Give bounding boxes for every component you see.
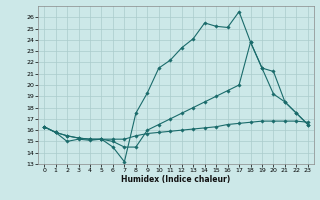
X-axis label: Humidex (Indice chaleur): Humidex (Indice chaleur): [121, 175, 231, 184]
